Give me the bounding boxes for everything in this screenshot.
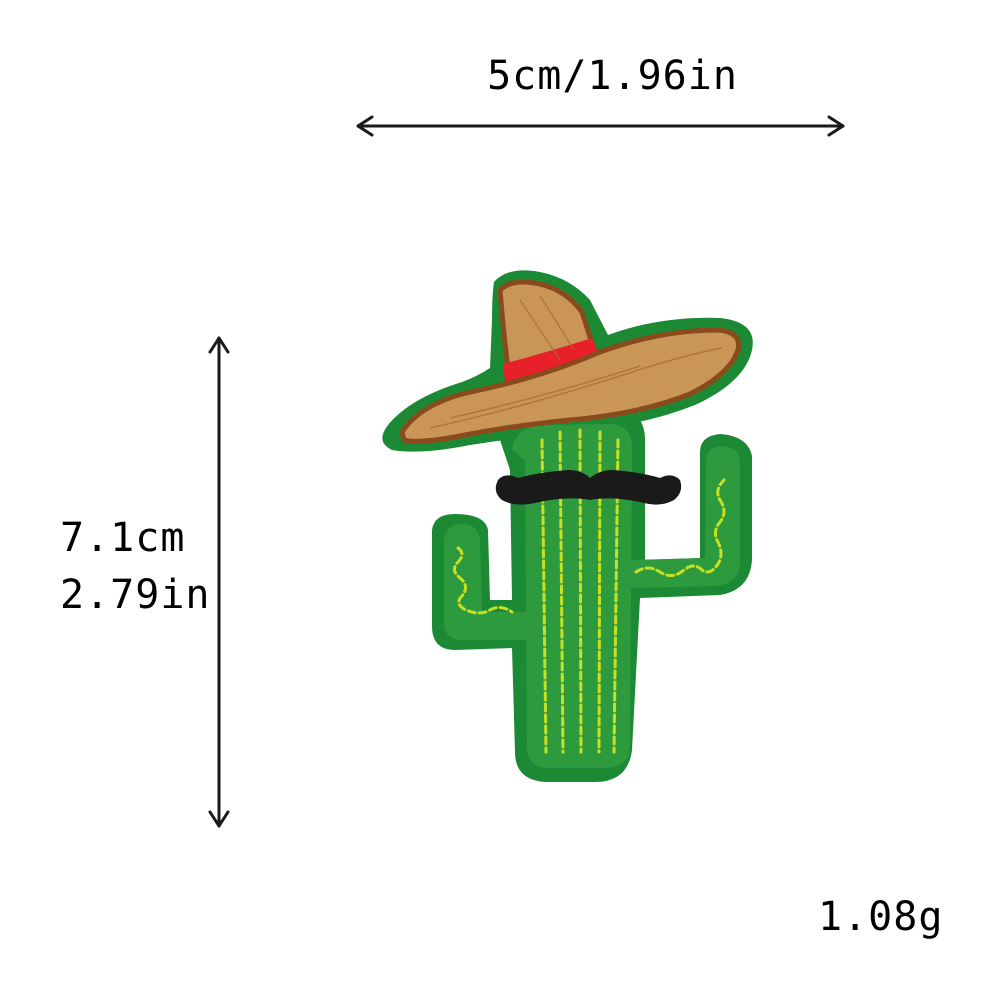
weight-label: 1.08g [818,894,944,940]
height-dimension-label-cm: 7.1cm [60,515,186,561]
sombrero-icon [399,279,742,444]
height-arrow [208,336,230,828]
mustache-icon [495,470,682,505]
width-arrow [356,115,845,137]
height-dimension-label-in: 2.79in [60,572,211,618]
width-dimension-label: 5cm/1.96in [487,53,738,99]
